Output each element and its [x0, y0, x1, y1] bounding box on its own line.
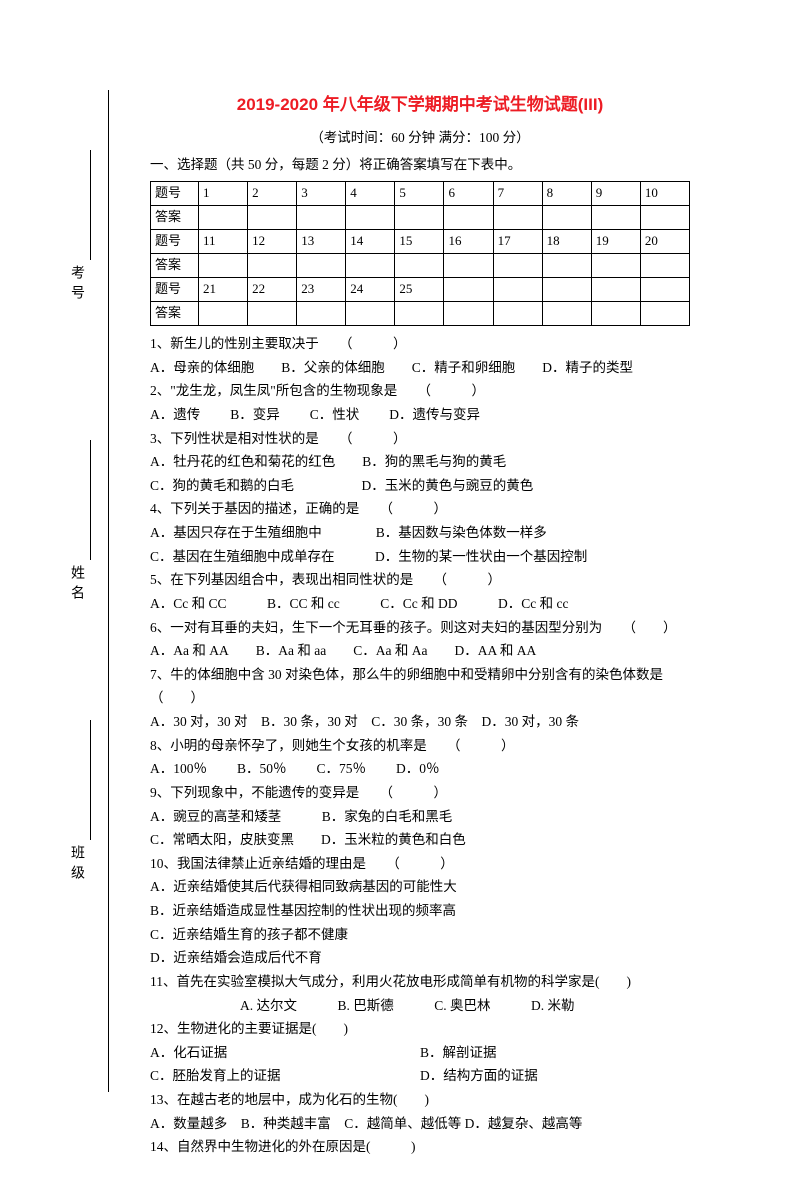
underline-kaohao [90, 150, 91, 260]
question-2: 2、"龙生龙，凤生凤"所包含的生物现象是 （ ） A．遗传B．变异C．性状D．遗… [150, 379, 690, 426]
question-5: 5、在下列基因组合中，表现出相同性状的是 （ ） A．Cc 和 CC B．CC … [150, 568, 690, 615]
question-3: 3、下列性状是相对性状的是 （ ） A．牡丹花的红色和菊花的红色 B．狗的黑毛与… [150, 427, 690, 498]
question-9: 9、下列现象中，不能遗传的变异是 （ ） A．豌豆的高茎和矮茎 B．家兔的白毛和… [150, 781, 690, 852]
table-row: 题号 12 34 56 78 910 [151, 182, 690, 206]
question-13: 13、在越古老的地层中，成为化石的生物( ) A．数量越多 B．种类越丰富 C．… [150, 1088, 690, 1135]
label-xingming: 姓名 [66, 565, 86, 605]
underline-banji [90, 720, 91, 840]
question-7: 7、牛的体细胞中含 30 对染色体，那么牛的卵细胞中和受精卵中分别含有的染色体数… [150, 663, 690, 734]
q-stem: 10、我国法律禁止近亲结婚的理由是 （ ） [150, 852, 690, 876]
q-stem: 2、"龙生龙，凤生凤"所包含的生物现象是 （ ） [150, 379, 690, 403]
question-12: 12、生物进化的主要证据是( ) A．化石证据B．解剖证据 C．胚胎发育上的证据… [150, 1017, 690, 1088]
exam-info: （考试时间：60 分钟 满分：100 分） [150, 126, 690, 150]
question-14: 14、自然界中生物进化的外在原因是( ) [150, 1135, 690, 1159]
question-4: 4、下列关于基因的描述，正确的是 （ ） A．基因只存在于生殖细胞中 B．基因数… [150, 497, 690, 568]
section-1-heading: 一、选择题（共 50 分，每题 2 分）将正确答案填写在下表中。 [150, 153, 690, 177]
q-stem: 4、下列关于基因的描述，正确的是 （ ） [150, 497, 690, 521]
question-8: 8、小明的母亲怀孕了，则她生个女孩的机率是 （ ） A．100％B．50％C．7… [150, 734, 690, 781]
q-stem: 13、在越古老的地层中，成为化石的生物( ) [150, 1088, 690, 1112]
table-row: 答案 [151, 302, 690, 326]
question-10: 10、我国法律禁止近亲结婚的理由是 （ ） A．近亲结婚使其后代获得相同致病基因… [150, 852, 690, 970]
q-stem: 9、下列现象中，不能遗传的变异是 （ ） [150, 781, 690, 805]
q-stem: 5、在下列基因组合中，表现出相同性状的是 （ ） [150, 568, 690, 592]
question-11: 11、首先在实验室模拟大气成分，利用火花放电形成简单有机物的科学家是( ) A.… [150, 970, 690, 1017]
label-kaohao: 考号 [66, 265, 86, 305]
q-stem: 12、生物进化的主要证据是( ) [150, 1017, 690, 1041]
table-row: 题号 2122 2324 25 [151, 278, 690, 302]
binding-margin: 考号 姓名 班级 [60, 90, 130, 1092]
binding-line [108, 90, 109, 1092]
answer-table: 题号 12 34 56 78 910 答案 题号 1112 1314 1516 … [150, 181, 690, 326]
q-stem: 8、小明的母亲怀孕了，则她生个女孩的机率是 （ ） [150, 734, 690, 758]
q-stem: 6、一对有耳垂的夫妇，生下一个无耳垂的孩子。则这对夫妇的基因型分别为 （ ） [150, 616, 690, 640]
row-label: 题号 [151, 182, 199, 206]
q-stem: 11、首先在实验室模拟大气成分，利用火花放电形成简单有机物的科学家是( ) [150, 970, 690, 994]
question-1: 1、新生儿的性别主要取决于 （ ） A．母亲的体细胞 B．父亲的体细胞 C．精子… [150, 332, 690, 379]
table-row: 题号 1112 1314 1516 1718 1920 [151, 230, 690, 254]
page-title: 2019-2020 年八年级下学期期中考试生物试题(III) [150, 90, 690, 120]
table-row: 答案 [151, 206, 690, 230]
label-banji: 班级 [66, 845, 86, 885]
question-6: 6、一对有耳垂的夫妇，生下一个无耳垂的孩子。则这对夫妇的基因型分别为 （ ） A… [150, 616, 690, 663]
q-stem: 3、下列性状是相对性状的是 （ ） [150, 427, 690, 451]
q-stem: 7、牛的体细胞中含 30 对染色体，那么牛的卵细胞中和受精卵中分别含有的染色体数… [150, 663, 690, 710]
q-stem: 14、自然界中生物进化的外在原因是( ) [150, 1135, 690, 1159]
table-row: 答案 [151, 254, 690, 278]
underline-xingming [90, 440, 91, 560]
q-stem: 1、新生儿的性别主要取决于 （ ） [150, 332, 690, 356]
